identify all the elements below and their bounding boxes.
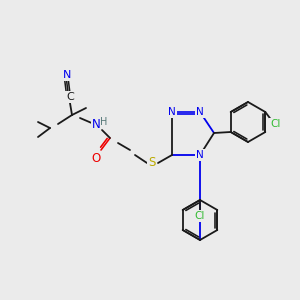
Text: N: N <box>196 150 204 160</box>
Text: N: N <box>92 118 100 130</box>
Text: Cl: Cl <box>270 119 280 129</box>
Text: S: S <box>148 157 156 169</box>
Text: H: H <box>100 117 108 127</box>
Text: N: N <box>196 107 204 117</box>
Text: N: N <box>168 107 176 117</box>
Text: O: O <box>92 152 100 164</box>
Text: Cl: Cl <box>195 211 205 221</box>
Text: N: N <box>63 70 71 80</box>
Text: C: C <box>66 92 74 102</box>
